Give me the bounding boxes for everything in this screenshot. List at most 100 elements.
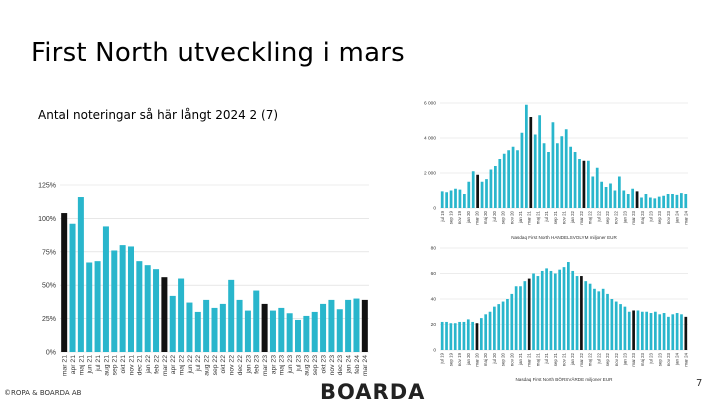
marketcap-chart-bar	[680, 314, 683, 350]
volume-chart-xtick-label: nov 20	[509, 210, 514, 224]
volume-chart-bar	[564, 129, 568, 208]
main-chart-xtick-label: apr 22	[170, 355, 177, 374]
marketcap-chart-bar	[558, 269, 561, 350]
volume-chart-bar	[471, 171, 475, 208]
volume-chart-bar	[635, 191, 639, 208]
main-chart-bar	[153, 269, 160, 352]
logo: BOARDA	[320, 380, 426, 404]
main-chart-bar	[261, 303, 268, 352]
marketcap-chart-bar	[514, 286, 518, 350]
volume-chart-bar	[449, 190, 453, 208]
marketcap-chart-xtick-label: jan 22	[570, 352, 575, 366]
main-chart-bar	[144, 265, 151, 352]
marketcap-chart-bar	[527, 278, 531, 350]
main-chart-xtick-label: apr 23	[270, 355, 277, 374]
main-chart-xtick-label: dec 21	[137, 355, 144, 376]
marketcap-chart-bar	[640, 311, 644, 350]
volume-chart-xtick-label: mar 22	[579, 210, 584, 224]
marketcap-chart-xtick-label: mar 22	[579, 352, 584, 366]
volume-chart-bar	[485, 179, 488, 208]
main-chart-bar	[161, 277, 168, 352]
volume-chart-bar	[582, 160, 586, 208]
main-chart-bar	[186, 302, 193, 352]
main-chart-xtick-label: feb 23	[254, 355, 261, 374]
main-chart-xtick-label: jan 23	[245, 355, 252, 375]
marketcap-chart-xtick-label: jan 20	[466, 352, 471, 366]
main-chart-xtick-label: jan 24	[346, 355, 353, 375]
main-chart-bar	[353, 298, 360, 352]
marketcap-chart-xtick-label: sep 23	[657, 352, 662, 366]
marketcap-chart-bar	[606, 293, 609, 350]
main-chart-bar	[244, 310, 251, 352]
volume-chart-xtick-label: mar 24	[683, 210, 688, 224]
marketcap-chart-ytick-label: 80	[431, 246, 437, 252]
main-chart-xtick-label: aug 22	[204, 355, 211, 376]
volume-chart-xtick-label: jul 20	[492, 210, 497, 222]
volume-chart-bar	[675, 194, 679, 208]
volume-chart-bar	[542, 143, 546, 208]
volume-chart-xtick-label: nov 21	[562, 210, 567, 224]
marketcap-chart-bar	[601, 288, 605, 350]
volume-chart-bar	[440, 191, 444, 208]
footer-copyright: ©ROPA & BOARDA AB	[4, 389, 82, 397]
marketcap-chart-bar	[636, 310, 640, 350]
marketcap-chart-bar	[593, 288, 596, 350]
volume-chart-bar	[617, 176, 621, 208]
main-chart-bar	[127, 246, 134, 352]
marketcap-chart-bar	[627, 311, 631, 350]
main-chart-bar	[295, 319, 302, 352]
marketcap-chart-bar	[475, 323, 479, 350]
main-chart-ytick-label: 25%	[42, 316, 56, 323]
marketcap-chart-xtick-label: nov 21	[562, 352, 567, 366]
marketcap-chart-bar	[532, 273, 535, 350]
marketcap-chart-xtick-label: maj 23	[640, 352, 645, 366]
marketcap-chart-xtick-label: sep 22	[605, 352, 610, 366]
marketcap-chart-bar	[623, 306, 627, 350]
volume-chart-bar	[569, 146, 573, 208]
volume-chart-bar	[622, 190, 626, 208]
volume-chart-bar	[476, 174, 480, 208]
main-chart-xtick-label: sep 21	[112, 355, 119, 376]
main-chart-xtick-label: aug 23	[304, 355, 311, 376]
main-chart-xtick-label: okt 22	[220, 355, 227, 374]
volume-chart-bar	[662, 195, 666, 208]
volume-chart-bar	[516, 150, 519, 208]
main-chart-bar	[86, 262, 93, 352]
marketcap-chart-xtick-label: nov 19	[457, 352, 462, 366]
main-chart-xtick-label: okt 21	[120, 355, 127, 374]
main-chart-ytick-label: 0%	[46, 349, 56, 356]
marketcap-chart-ytick-label: 20	[431, 322, 437, 328]
volume-chart-bar	[489, 169, 493, 208]
marketcap-chart-bar	[545, 268, 548, 350]
volume-chart-bar	[467, 181, 471, 208]
volume-chart-bar	[604, 187, 608, 208]
marketcap-chart-bar	[506, 299, 509, 350]
main-chart-xtick-label: okt 23	[320, 355, 327, 374]
main-chart-xtick-label: nov 22	[229, 355, 236, 376]
volume-chart-bar	[538, 115, 542, 208]
volume-chart-xtick-label: maj 20	[483, 210, 488, 224]
volume-chart-bar	[671, 194, 674, 208]
marketcap-chart-bar	[488, 311, 492, 350]
main-chart-bar	[169, 295, 176, 352]
marketcap-chart-xtick-label: sep 20	[501, 352, 506, 366]
volume-chart-bar	[551, 122, 555, 208]
volume-chart-xtick-label: jan 23	[622, 210, 627, 224]
main-chart-xtick-label: mar 23	[262, 355, 269, 376]
volume-chart-bar	[684, 194, 688, 208]
volume-chart-bar	[445, 192, 449, 208]
marketcap-chart-xtick-label: maj 21	[535, 352, 540, 366]
volume-chart-xtick-label: sep 23	[657, 210, 662, 224]
main-chart-bar	[303, 315, 310, 352]
volume-chart-xtick-label: jan 22	[570, 210, 575, 224]
marketcap-chart-bar	[588, 283, 592, 350]
main-chart-bar	[236, 299, 243, 352]
main-chart-xtick-label: apr 21	[70, 355, 77, 374]
volume-chart-ytick-label: 0	[433, 206, 436, 212]
marketcap-chart-bar	[523, 281, 527, 350]
main-chart-xtick-label: nov 23	[329, 355, 336, 376]
volume-chart-xtick-label: sep 22	[605, 210, 610, 224]
marketcap-chart-ytick-label: 60	[431, 271, 437, 277]
marketcap-chart-bar	[466, 319, 470, 350]
marketcap-chart-bar	[445, 321, 448, 350]
